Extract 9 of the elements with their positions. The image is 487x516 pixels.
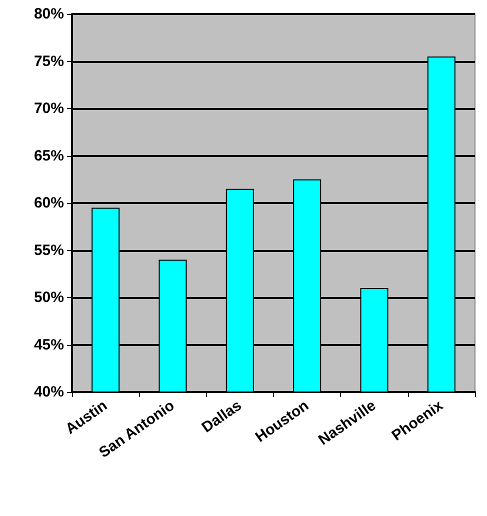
y-tick-label: 70% — [34, 100, 64, 117]
y-tick-label: 65% — [34, 147, 64, 164]
y-tick-label: 80% — [34, 6, 64, 22]
y-tick-label: 75% — [34, 52, 64, 70]
y-tick-label: 45% — [34, 336, 64, 354]
y-tick-label: 50% — [34, 289, 64, 306]
y-tick-label: 40% — [34, 384, 64, 400]
y-tick-label: 60% — [34, 194, 64, 212]
y-tick-label: 55% — [34, 242, 64, 259]
